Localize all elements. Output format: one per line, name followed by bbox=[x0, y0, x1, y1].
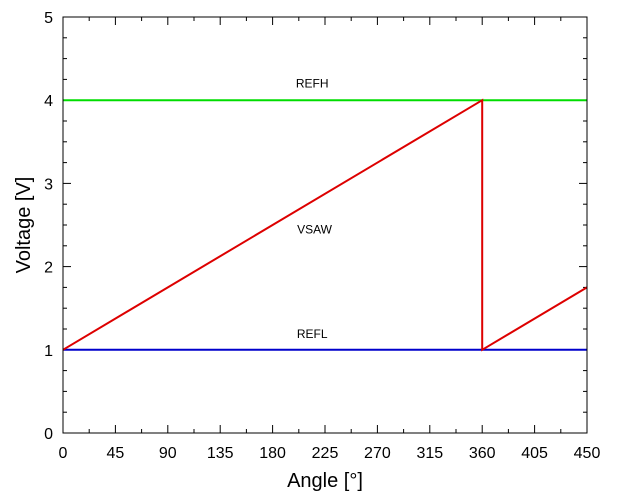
y-axis-title: Voltage [V] bbox=[13, 177, 35, 274]
x-tick-label: 90 bbox=[159, 445, 177, 462]
y-tick-label: 3 bbox=[44, 176, 53, 193]
x-tick-label: 360 bbox=[469, 445, 496, 462]
x-tick-label: 225 bbox=[312, 445, 339, 462]
x-tick-label: 405 bbox=[521, 445, 548, 462]
x-tick-label: 45 bbox=[107, 445, 125, 462]
y-tick-label: 2 bbox=[44, 260, 53, 277]
chart-series bbox=[62, 98, 588, 352]
y-tick-label: 1 bbox=[44, 343, 53, 360]
annotation-refl: REFL bbox=[297, 327, 328, 341]
annotation-vsaw: VSAW bbox=[297, 222, 333, 236]
x-tick-label: 450 bbox=[574, 445, 601, 462]
y-tick-label: 4 bbox=[44, 93, 53, 110]
x-tick-label: 135 bbox=[207, 445, 234, 462]
annotation-refh: REFH bbox=[296, 77, 329, 91]
y-tick-label: 5 bbox=[44, 10, 53, 27]
series-line-vsaw bbox=[62, 98, 588, 352]
x-axis-title: Angle [°] bbox=[287, 470, 363, 492]
x-tick-label: 0 bbox=[59, 445, 68, 462]
x-tick-label: 270 bbox=[364, 445, 391, 462]
x-tick-label: 315 bbox=[416, 445, 443, 462]
x-tick-label: 180 bbox=[259, 445, 286, 462]
plot-frame bbox=[62, 16, 588, 434]
y-tick-label: 0 bbox=[44, 426, 53, 443]
chart-annotations: REFH VSAW REFL bbox=[296, 77, 333, 341]
